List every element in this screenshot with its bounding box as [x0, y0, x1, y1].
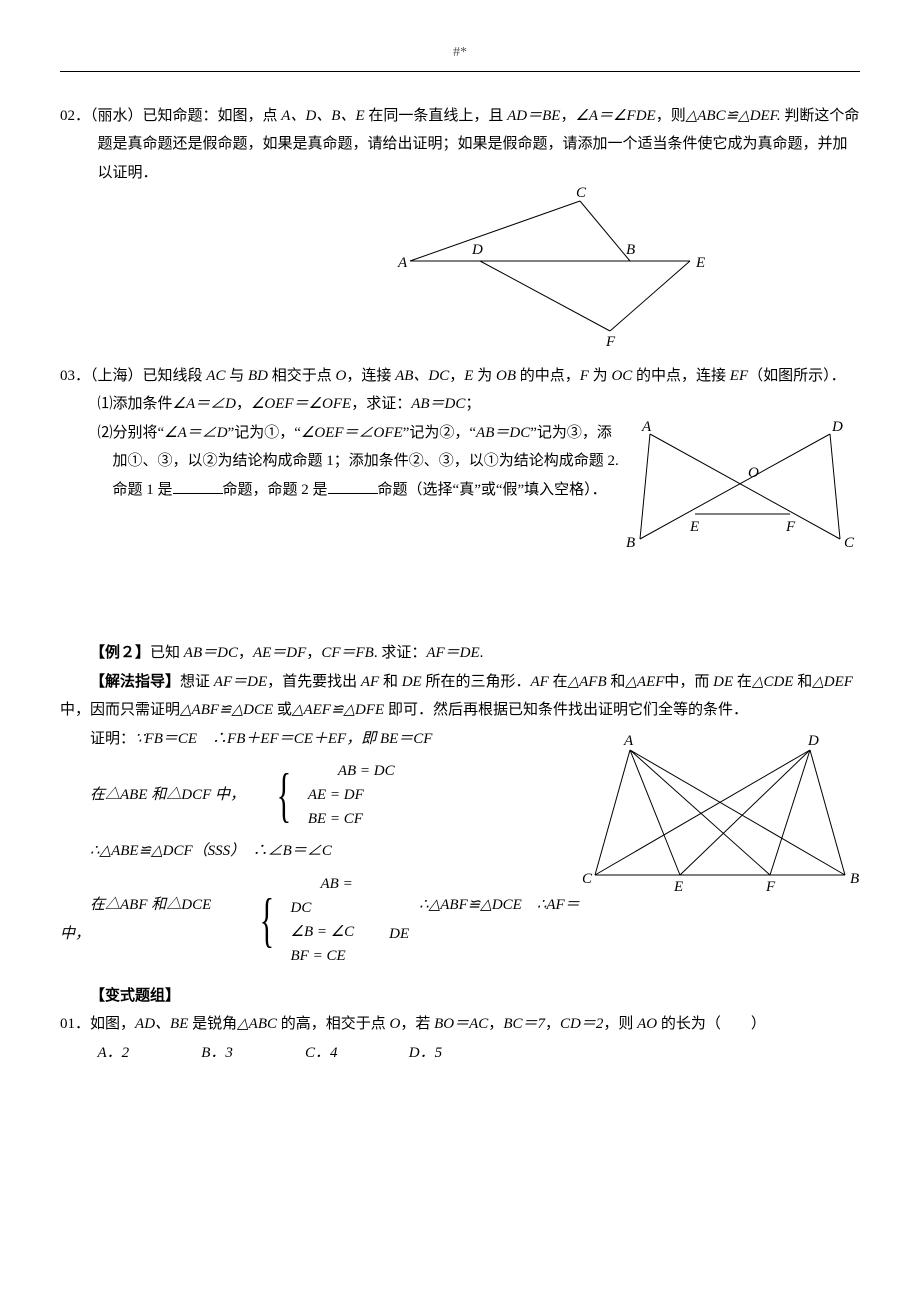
guide-tag: 【解法指导】 [90, 674, 180, 690]
figure-ex2: A D C E F B [580, 735, 860, 895]
equation-system-2: AB = DC ∠B = ∠C BF = CE [291, 872, 370, 968]
blank-2 [328, 478, 378, 494]
svg-text:A: A [623, 733, 634, 749]
problem-number: 03． [60, 368, 90, 384]
left-brace-icon: { [244, 896, 273, 944]
svg-text:A: A [397, 255, 408, 271]
proof-label: 证明： [90, 731, 135, 747]
svg-text:O: O [748, 465, 759, 481]
svg-text:A: A [641, 419, 652, 435]
svg-text:C: C [844, 535, 855, 551]
svg-text:F: F [785, 519, 796, 535]
svg-text:C: C [582, 871, 593, 887]
page-header: #* [60, 40, 860, 72]
figure-02: A D B E C F [390, 191, 710, 341]
svg-text:D: D [471, 242, 483, 258]
problem-02: 02．（丽水）已知命题：如图，点 A、D、B、E 在同一条直线上，且 AD＝BE… [60, 102, 860, 352]
example-2: 【例２】已知 AB＝DC，AE＝DF，CF＝FB. 求证：AF＝DE. 【解法指… [60, 639, 860, 974]
blank-1 [173, 478, 223, 494]
equation-system-1: AB = DC AE = DF BE = CF [308, 759, 395, 831]
variant-group: 【变式题组】 01．如图，AD、BE 是锐角△ABC 的高，相交于点 O，若 B… [60, 982, 860, 1068]
figure-03: A D B C O E F [620, 419, 860, 559]
svg-text:B: B [626, 535, 635, 551]
variant-tag: 【变式题组】 [60, 982, 860, 1011]
svg-text:E: E [673, 879, 683, 895]
problem-source: （丽水） [90, 108, 143, 124]
svg-text:F: F [605, 334, 616, 350]
choice-c: C．4 [305, 1039, 405, 1068]
svg-text:D: D [831, 419, 843, 435]
left-brace-icon: { [262, 771, 291, 819]
problem-number: 02． [60, 108, 90, 124]
svg-text:B: B [850, 871, 859, 887]
problem-03: 03．（上海）已知线段 AC 与 BD 相交于点 O，连接 AB、DC，E 为 … [60, 362, 860, 570]
svg-text:C: C [576, 185, 587, 201]
problem-number: 01． [60, 1016, 90, 1032]
svg-text:E: E [689, 519, 699, 535]
problem-source: （上海） [90, 368, 143, 384]
svg-text:D: D [807, 733, 819, 749]
svg-text:E: E [695, 255, 705, 271]
choice-a: A．2 [98, 1039, 198, 1068]
choice-b: B．3 [201, 1039, 301, 1068]
example-tag: 【例２】 [90, 645, 150, 661]
svg-text:F: F [765, 879, 776, 895]
choice-d: D．5 [409, 1039, 509, 1068]
svg-text:B: B [626, 242, 635, 258]
choice-list: A．2 B．3 C．4 D．5 [60, 1039, 860, 1068]
